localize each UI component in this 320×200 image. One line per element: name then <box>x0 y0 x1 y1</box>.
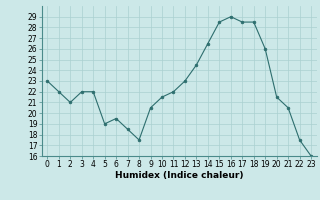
X-axis label: Humidex (Indice chaleur): Humidex (Indice chaleur) <box>115 171 244 180</box>
